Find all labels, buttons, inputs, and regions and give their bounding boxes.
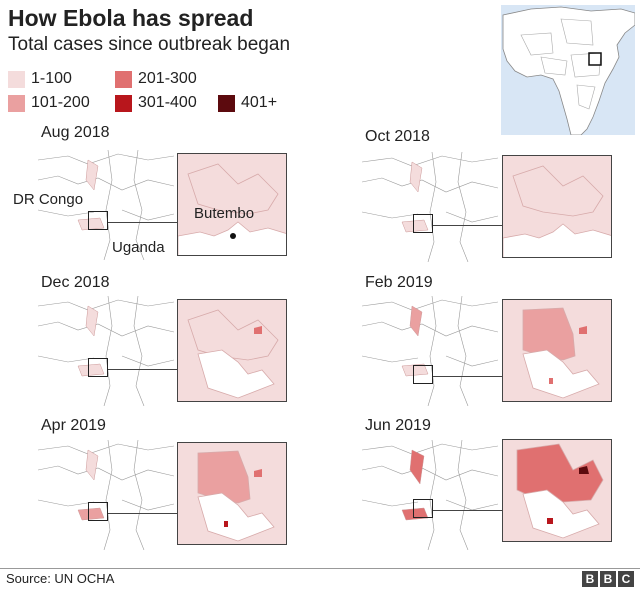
label-uganda: Uganda	[112, 239, 165, 256]
logo-letter: C	[618, 571, 634, 587]
legend-item-301-400: 301-400	[115, 94, 197, 112]
legend-swatch	[218, 94, 235, 112]
logo-letter: B	[600, 571, 616, 587]
africa-locator-map	[501, 5, 635, 135]
legend-label: 201-300	[138, 70, 197, 87]
chart-subtitle: Total cases since outbreak began	[8, 34, 291, 55]
zoom-map-6	[502, 439, 612, 542]
legend-swatch	[8, 70, 25, 88]
legend-item-401-plus: 401+	[218, 94, 277, 112]
zoom-map-5	[177, 442, 287, 545]
footer-divider	[0, 568, 640, 569]
regional-map-3	[38, 296, 174, 406]
connector-line-3	[108, 369, 177, 370]
connector-line-1	[108, 222, 177, 223]
logo-letter: B	[582, 571, 598, 587]
regional-map-2	[362, 152, 498, 262]
legend-swatch	[8, 94, 25, 112]
location-box-3	[88, 358, 108, 377]
zoom-map-4	[502, 299, 612, 402]
legend-item-101-200: 101-200	[8, 94, 90, 112]
regional-map-4	[362, 296, 498, 406]
zoom-map-2	[502, 155, 612, 258]
panel-date-6: Jun 2019	[365, 417, 431, 434]
regional-map-6	[362, 440, 498, 550]
connector-line-5	[108, 513, 177, 514]
legend-swatch	[115, 94, 132, 112]
connector-line-2	[433, 225, 502, 226]
connector-line-4	[433, 376, 502, 377]
legend-label: 101-200	[31, 94, 90, 111]
location-box-6	[413, 499, 433, 518]
location-box-4	[413, 365, 433, 384]
legend-label: 301-400	[138, 94, 197, 111]
butembo-marker	[230, 233, 236, 239]
connector-line-6	[433, 510, 502, 511]
location-box-1	[88, 211, 108, 230]
panel-date-3: Dec 2018	[41, 274, 110, 291]
regional-map-1	[38, 150, 174, 260]
panel-date-2: Oct 2018	[365, 128, 430, 145]
panel-date-5: Apr 2019	[41, 417, 106, 434]
location-box-2	[413, 214, 433, 233]
label-butembo: Butembo	[194, 205, 255, 222]
location-box-5	[88, 502, 108, 521]
panel-date-4: Feb 2019	[365, 274, 433, 291]
legend-swatch	[115, 70, 132, 88]
zoom-map-3	[177, 299, 287, 402]
source-note: Source: UN OCHA	[6, 571, 115, 586]
inset-location-box	[588, 52, 602, 66]
legend-item-201-300: 201-300	[115, 70, 197, 88]
legend-label: 401+	[241, 94, 278, 111]
legend-label: 1-100	[31, 70, 72, 87]
panel-date-1: Aug 2018	[41, 124, 110, 141]
label-dr-congo: DR Congo	[13, 191, 84, 208]
zoom-map-1	[177, 153, 287, 256]
regional-map-5	[38, 440, 174, 550]
bbc-logo: B B C	[582, 571, 634, 587]
legend-item-1-100: 1-100	[8, 70, 72, 88]
chart-title: How Ebola has spread	[8, 5, 254, 31]
